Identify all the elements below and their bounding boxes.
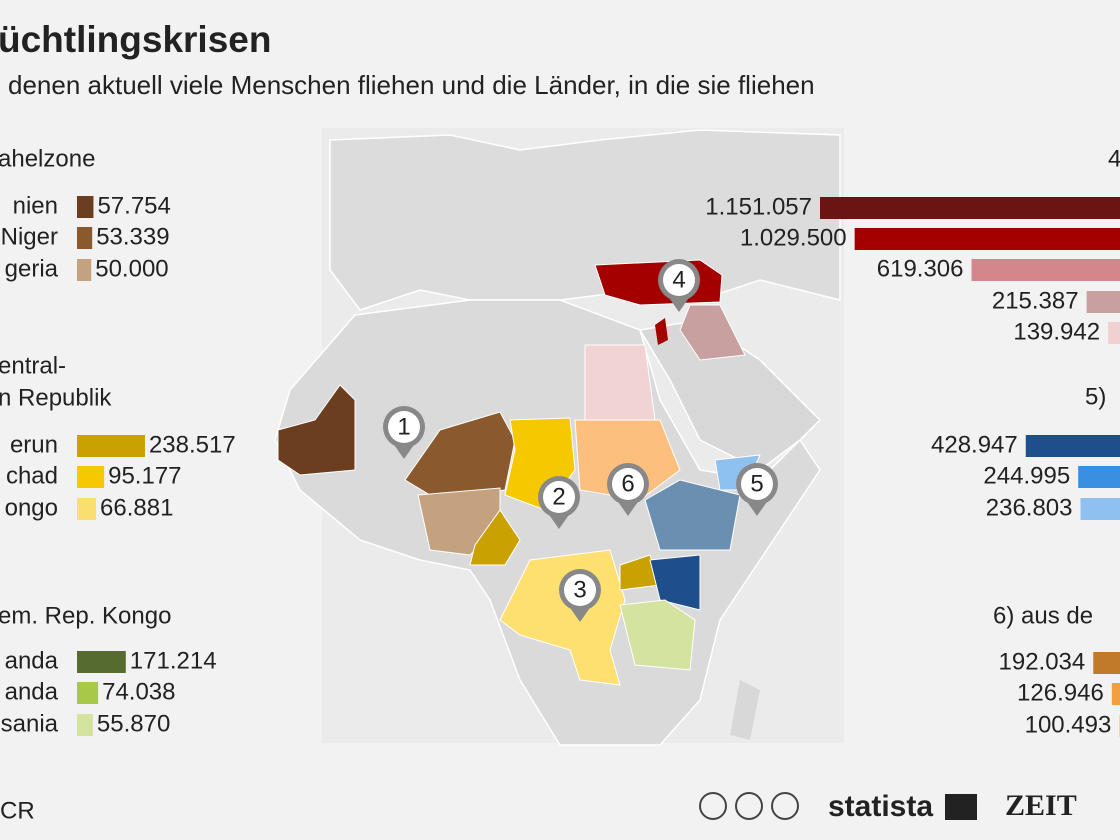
- value-label: 126.946: [1017, 679, 1104, 706]
- map-pin: 3: [559, 569, 601, 622]
- map-pin: 4: [658, 259, 700, 312]
- mali: [277, 384, 356, 476]
- cc-icons: [699, 792, 799, 820]
- bar: [1111, 683, 1120, 705]
- item-label: sania: [1, 710, 59, 737]
- pin-inner: [388, 411, 420, 443]
- bar: [1108, 322, 1120, 344]
- item-label: nien: [13, 192, 58, 219]
- value-label: 1.029.500: [740, 224, 847, 251]
- pin-inner: [612, 468, 644, 500]
- item-label: geria: [5, 255, 59, 282]
- bar: [77, 682, 99, 704]
- panel-heading: em. Rep. Kongo: [0, 602, 171, 629]
- subtitle: denen aktuell viele Menschen fliehen und…: [8, 70, 815, 100]
- bar: [820, 197, 1120, 219]
- title: üchtlingskrisen: [0, 19, 271, 60]
- kenya: [649, 554, 701, 611]
- pin-number: 6: [621, 470, 634, 497]
- bar: [1080, 498, 1120, 520]
- value-label: 57.754: [97, 192, 170, 219]
- map-pin: 2: [538, 476, 580, 529]
- panel-heading: entral-: [0, 352, 66, 379]
- map-pin: 6: [607, 463, 649, 516]
- cc-icon: [699, 792, 727, 820]
- bar: [77, 435, 145, 457]
- pin-inner: [543, 481, 575, 513]
- europe: [329, 129, 841, 311]
- value-label: 215.387: [992, 287, 1079, 314]
- statista-logo: [945, 794, 977, 820]
- panel-heading: 4: [1108, 145, 1120, 172]
- by-icon: [735, 792, 763, 820]
- bar: [77, 651, 126, 673]
- source: CR: [0, 797, 35, 824]
- item-label: anda: [5, 647, 59, 674]
- bar: [854, 228, 1120, 250]
- pin-inner: [564, 574, 596, 606]
- map-pin: 5: [736, 463, 778, 516]
- value-label: 236.803: [986, 494, 1073, 521]
- bar: [77, 196, 94, 218]
- panel-heading: ahelzone: [0, 145, 95, 172]
- bar: [1093, 652, 1120, 674]
- value-label: 428.947: [931, 431, 1018, 458]
- brand-statista: statista: [828, 790, 933, 823]
- bar: [77, 498, 97, 520]
- pin-inner: [741, 468, 773, 500]
- item-label: chad: [6, 462, 58, 489]
- iraq: [679, 304, 746, 361]
- pin-number: 4: [672, 266, 685, 293]
- value-label: 139.942: [1013, 318, 1100, 345]
- value-label: 619.306: [877, 255, 964, 282]
- brand-zeit: ZEIT: [1005, 789, 1077, 822]
- value-label: 100.493: [1025, 711, 1112, 738]
- pin-number: 2: [552, 483, 565, 510]
- pin-number: 1: [397, 413, 410, 440]
- bar: [77, 714, 93, 736]
- madagascar: [730, 680, 760, 740]
- value-label: 1.151.057: [705, 193, 812, 220]
- bar: [1025, 435, 1120, 457]
- value-label: 50.000: [95, 255, 168, 282]
- bar: [971, 259, 1120, 281]
- pin-number: 3: [573, 576, 586, 603]
- cameroon: [469, 509, 521, 566]
- tanzania: [619, 599, 696, 671]
- value-label: 74.038: [102, 678, 175, 705]
- value-label: 238.517: [149, 431, 236, 458]
- sudan: [574, 419, 681, 501]
- value-label: 171.214: [130, 647, 217, 674]
- item-label: ongo: [5, 494, 58, 521]
- map-pin: 1: [383, 406, 425, 459]
- value-label: 192.034: [999, 648, 1086, 675]
- bar: [1086, 291, 1120, 313]
- value-label: 55.870: [97, 710, 170, 737]
- item-label: erun: [10, 431, 58, 458]
- ethiopia: [644, 479, 741, 551]
- value-label: 53.339: [96, 223, 169, 250]
- panel-heading: n Republik: [0, 384, 112, 411]
- item-label: anda: [5, 678, 59, 705]
- bar: [1078, 466, 1120, 488]
- map: [274, 128, 844, 746]
- panel-heading: 6) aus de: [993, 602, 1093, 629]
- pin-inner: [663, 264, 695, 296]
- pin-number: 5: [750, 470, 763, 497]
- egypt: [584, 344, 656, 421]
- value-label: 244.995: [983, 462, 1070, 489]
- bar: [77, 227, 93, 249]
- nd-icon: [771, 792, 799, 820]
- value-label: 66.881: [100, 494, 173, 521]
- value-label: 95.177: [108, 462, 181, 489]
- bar: [77, 466, 105, 488]
- lebanon: [655, 318, 668, 345]
- item-label: Niger: [1, 223, 58, 250]
- bar: [77, 259, 92, 281]
- panel-heading: 5): [1085, 383, 1106, 410]
